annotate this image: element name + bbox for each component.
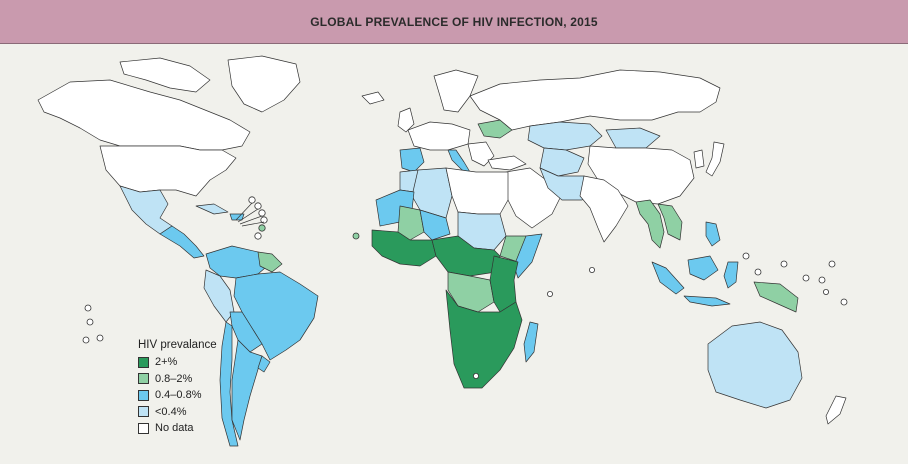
- region-somalia: [513, 233, 543, 279]
- region-iceland: [361, 91, 385, 105]
- region-new-zealand: [825, 395, 847, 425]
- legend-swatch-mid: [138, 373, 149, 385]
- region-niger: [419, 209, 451, 241]
- region-greenland: [227, 55, 301, 113]
- region-iberia: [399, 147, 425, 173]
- region-guianas: [257, 251, 283, 273]
- legend-label-very-low: <0.4%: [155, 405, 187, 418]
- region-mexico: [119, 185, 173, 235]
- legend-item-low: 0.4–0.8%: [138, 387, 217, 404]
- region-scandinavia: [433, 69, 479, 113]
- region-korea: [693, 149, 705, 169]
- region-myanmar-thailand: [635, 199, 665, 249]
- legend-item-high: 2+%: [138, 354, 217, 371]
- legend-title: HIV prevalance: [138, 339, 217, 351]
- region-central-america: [159, 225, 205, 259]
- region-sulawesi: [723, 261, 739, 289]
- legend-label-high: 2+%: [155, 356, 178, 369]
- region-west-africa-coast: [371, 229, 437, 267]
- legend-item-very-low: <0.4%: [138, 404, 217, 421]
- region-southern-africa: [445, 289, 523, 389]
- region-madagascar: [523, 321, 539, 363]
- region-turkey: [487, 155, 527, 171]
- region-uruguay: [257, 355, 271, 373]
- map-title: GLOBAL PREVALENCE OF HIV INFECTION, 2015: [310, 14, 598, 29]
- legend-label-no-data: No data: [155, 422, 194, 435]
- region-papua: [753, 281, 799, 313]
- island-markers: [82, 196, 848, 379]
- region-mali: [397, 205, 425, 241]
- world-map: [37, 55, 848, 447]
- region-india: [579, 175, 629, 243]
- legend-item-mid: 0.8–2%: [138, 371, 217, 388]
- region-uk-ireland: [397, 107, 415, 133]
- region-java: [683, 295, 731, 307]
- region-russia: [469, 69, 721, 131]
- region-ecuador-peru: [203, 269, 235, 323]
- region-philippines: [705, 221, 721, 247]
- region-libya-egypt: [445, 167, 509, 215]
- legend-swatch-very-low: [138, 406, 149, 418]
- title-bar: GLOBAL PREVALENCE OF HIV INFECTION, 2015: [0, 0, 908, 44]
- region-malaysia-borneo: [687, 255, 719, 281]
- legend: HIV prevalance 2+% 0.8–2% 0.4–0.8% <0.4%…: [138, 339, 217, 437]
- region-chile: [219, 321, 239, 447]
- legend-label-low: 0.4–0.8%: [155, 389, 202, 402]
- region-japan: [705, 141, 725, 177]
- region-western-europe: [407, 121, 471, 151]
- region-sumatra: [651, 261, 685, 295]
- region-arctic-islands: [119, 57, 211, 93]
- legend-swatch-no-data: [138, 422, 149, 434]
- legend-label-mid: 0.8–2%: [155, 372, 193, 385]
- region-cuba: [195, 203, 229, 215]
- region-mongolia: [605, 127, 661, 149]
- region-australia: [707, 321, 803, 409]
- region-indochina: [657, 203, 683, 241]
- legend-swatch-low: [138, 389, 149, 401]
- region-bolivia-paraguay: [229, 311, 263, 353]
- region-usa: [99, 145, 237, 197]
- region-congo: [447, 271, 495, 313]
- region-canada-alaska: [37, 79, 251, 151]
- legend-item-no-data: No data: [138, 420, 217, 437]
- region-argentina: [231, 339, 263, 441]
- region-ukraine: [477, 119, 513, 139]
- legend-swatch-high: [138, 356, 149, 368]
